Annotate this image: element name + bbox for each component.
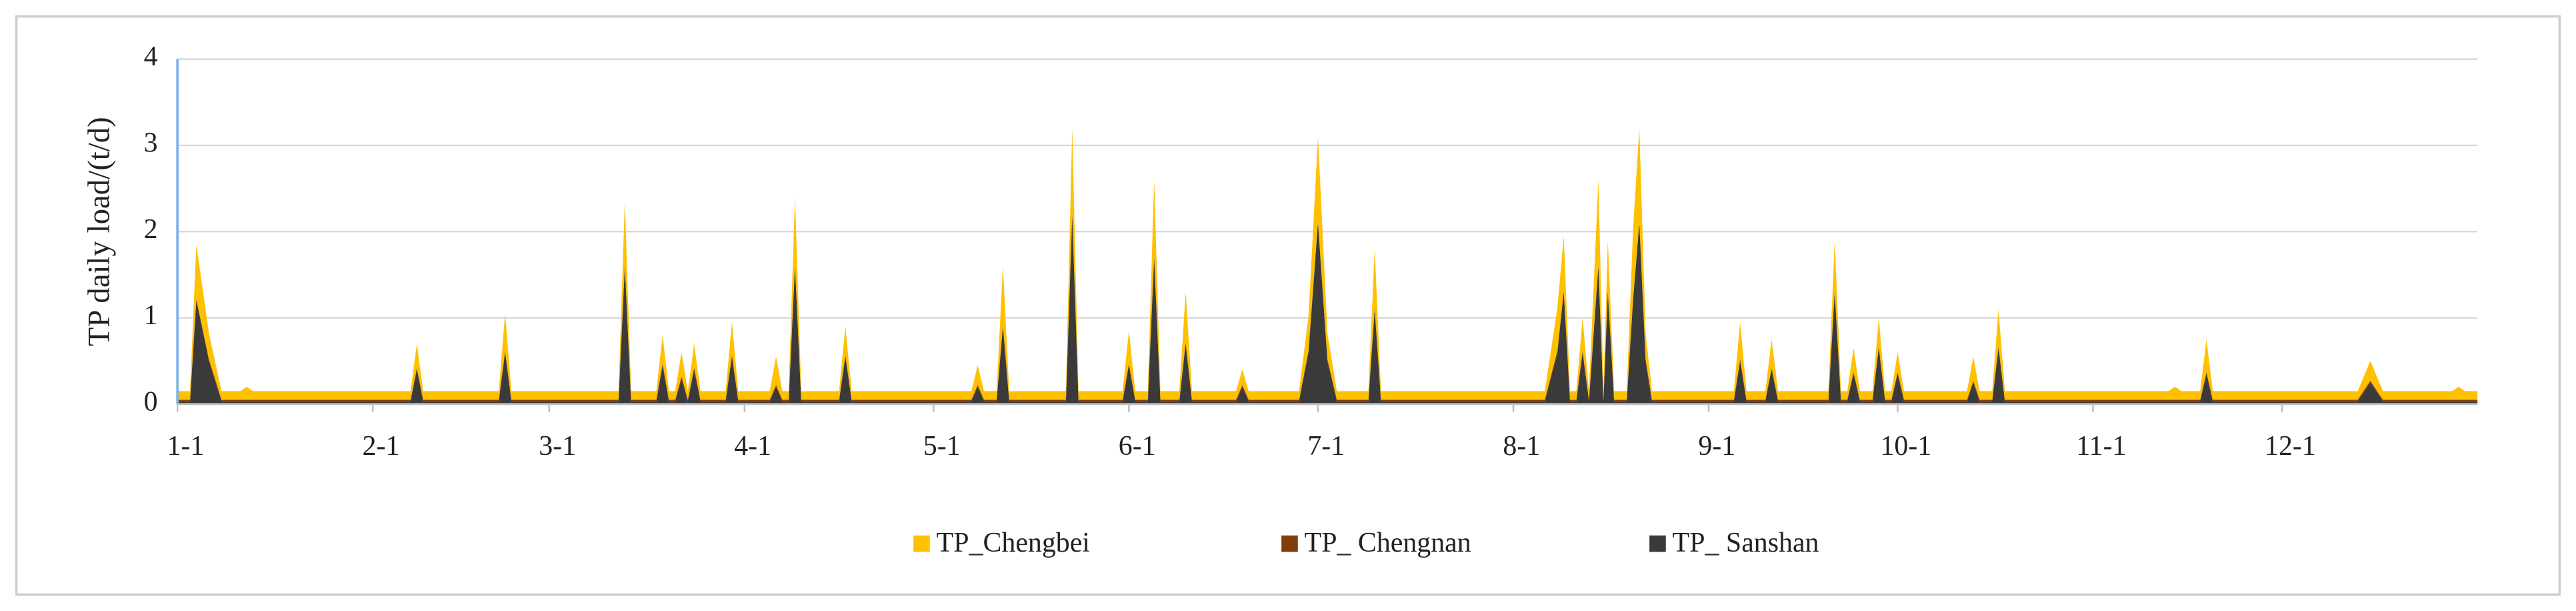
x-tick-label: 8-1 <box>1503 431 1540 462</box>
legend-label: TP_ Chengnan <box>1305 528 1471 558</box>
legend-swatch <box>1281 535 1298 552</box>
area <box>177 214 2478 404</box>
x-tick-label: 7-1 <box>1307 431 1345 462</box>
y-tick-label: 2 <box>144 214 158 245</box>
x-tick-label: 12-1 <box>2265 431 2316 462</box>
chart-frame <box>15 15 2561 596</box>
x-tick-label: 5-1 <box>923 431 961 462</box>
x-tick-label: 4-1 <box>734 431 771 462</box>
x-tick-label: 9-1 <box>1698 431 1735 462</box>
x-tick-label: 1-1 <box>167 431 205 462</box>
area <box>177 128 2478 400</box>
y-tick-label: 1 <box>144 300 158 331</box>
x-tick-label: 11-1 <box>2076 431 2126 462</box>
legend-swatch <box>1649 535 1666 552</box>
y-tick-label: 3 <box>144 128 158 159</box>
x-tick-label: 6-1 <box>1119 431 1156 462</box>
y-tick-label: 0 <box>144 386 158 417</box>
y-axis-label: TP daily load/(t/d) <box>82 117 117 346</box>
legend-label: TP_Chengbei <box>937 528 1090 558</box>
legend-label: TP_ Sanshan <box>1673 528 1819 558</box>
legend-swatch <box>913 535 930 552</box>
x-tick-label: 10-1 <box>1880 431 1931 462</box>
x-tick-label: 3-1 <box>539 431 576 462</box>
x-tick-label: 2-1 <box>363 431 400 462</box>
y-tick-label: 4 <box>144 41 158 72</box>
